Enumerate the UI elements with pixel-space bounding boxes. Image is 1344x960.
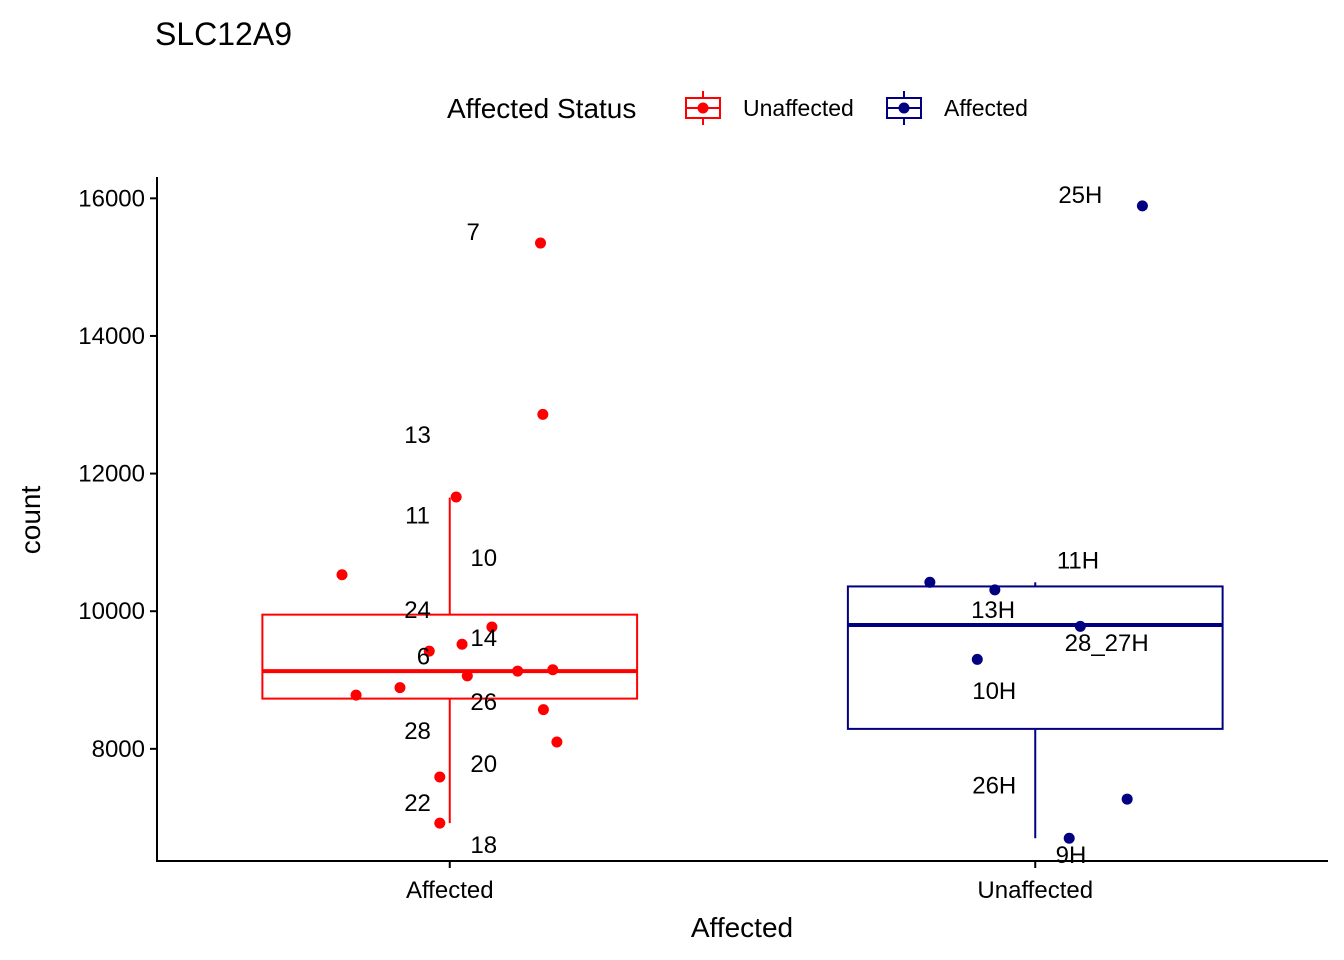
data-point <box>535 237 547 249</box>
x-tick-label: Affected <box>406 877 494 904</box>
point-label: 7 <box>466 219 479 246</box>
legend-key-point <box>898 102 910 114</box>
data-point <box>434 771 446 783</box>
point-label: 26 <box>470 689 497 716</box>
point-label: 9H <box>1056 842 1087 869</box>
legend-label-unaffected: Unaffected <box>743 95 854 121</box>
y-tick-label: 10000 <box>78 598 145 625</box>
point-label: 18 <box>470 832 497 859</box>
points-affected: 7 13 11 10 24 14 6 26 28 20 22 18 <box>336 219 563 859</box>
data-point <box>450 491 462 503</box>
data-point <box>461 670 473 682</box>
data-point <box>551 736 563 748</box>
legend-key-affected <box>886 91 922 125</box>
x-tick-label: Unaffected <box>977 877 1093 904</box>
points-unaffected: 25H 11H 13H 28_27H 10H 26H 9H <box>924 182 1149 869</box>
data-point <box>1136 200 1148 212</box>
data-point <box>1063 832 1075 844</box>
data-point <box>537 704 549 716</box>
point-label: 26H <box>972 772 1016 799</box>
box-affected <box>261 497 639 824</box>
y-tick-label: 12000 <box>78 461 145 488</box>
data-point <box>547 664 559 676</box>
chart-title: SLC12A9 <box>155 16 292 52</box>
data-point <box>456 638 468 650</box>
point-label: 20 <box>470 751 497 778</box>
legend: Affected Status Unaffected Affected <box>447 91 1028 125</box>
box-body <box>261 613 639 700</box>
plot-area: 7 13 11 10 24 14 6 26 28 20 22 18 25H 11H 13H 28_27H 10H… <box>261 182 1224 869</box>
y-tick-label: 14000 <box>78 323 145 350</box>
point-label: 24 <box>404 597 431 624</box>
data-point <box>486 621 498 633</box>
point-label: 25H <box>1058 182 1102 209</box>
point-label: 14 <box>470 625 497 652</box>
box-unaffected <box>846 582 1224 839</box>
y-axis-ticks: 8000 10000 12000 14000 16000 <box>78 185 157 763</box>
data-point <box>989 584 1001 596</box>
data-point <box>394 682 406 694</box>
point-label: 11H <box>1057 547 1099 574</box>
point-label: 11 <box>405 503 430 530</box>
y-tick-label: 16000 <box>78 185 145 212</box>
x-axis-title: Affected <box>691 912 793 943</box>
data-point <box>350 689 362 701</box>
point-label: 6 <box>417 644 430 671</box>
point-label: 10 <box>470 545 497 572</box>
data-point <box>434 817 446 829</box>
point-label: 28 <box>404 718 431 745</box>
legend-title: Affected Status <box>447 93 636 124</box>
y-tick-label: 8000 <box>92 736 145 763</box>
x-axis-ticks: Affected Unaffected <box>406 861 1093 904</box>
point-label: 28_27H <box>1065 630 1149 657</box>
legend-label-affected: Affected <box>944 95 1028 121</box>
data-point <box>1074 620 1086 632</box>
data-point <box>336 569 348 581</box>
legend-key-point <box>697 102 709 114</box>
point-label: 10H <box>972 678 1016 705</box>
legend-key-unaffected <box>685 91 721 125</box>
data-point <box>1121 793 1133 805</box>
point-label: 13 <box>404 422 431 449</box>
data-point <box>512 665 524 677</box>
data-point <box>423 645 435 657</box>
point-label: 13H <box>971 597 1015 624</box>
data-point <box>537 408 549 420</box>
point-label: 22 <box>404 790 431 817</box>
data-point <box>971 653 983 665</box>
box-body <box>846 585 1224 730</box>
data-point <box>924 576 936 588</box>
y-axis-title: count <box>15 486 46 555</box>
